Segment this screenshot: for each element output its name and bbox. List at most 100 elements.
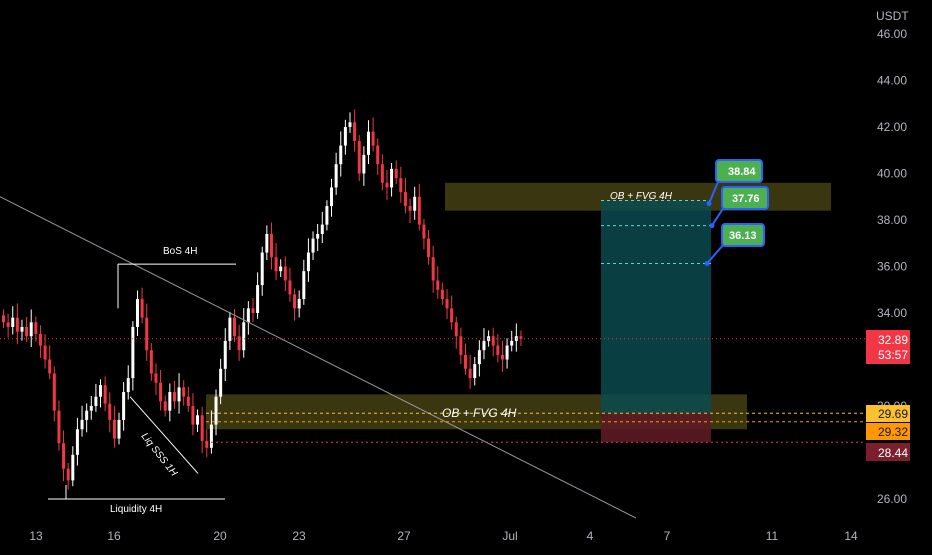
candle-body [339, 145, 343, 165]
candle-body [390, 168, 394, 188]
position-stop-box [601, 413, 711, 443]
candle-body [103, 385, 107, 404]
candle-body [357, 140, 361, 174]
candle-body [159, 382, 163, 402]
target-connector [708, 181, 719, 204]
candle-body [237, 336, 241, 351]
candle-body [413, 196, 417, 211]
y-tick-label: 44.00 [877, 74, 907, 88]
target-connector [706, 243, 725, 265]
candle-body [251, 308, 255, 313]
candle-body [362, 154, 366, 174]
candle-body [75, 429, 79, 455]
currency-label: USDT [876, 9, 909, 23]
y-tick-label: 42.00 [877, 120, 907, 134]
candle-body [306, 252, 310, 272]
candle-body [500, 354, 504, 360]
target-badge-2[interactable]: 37.76 [721, 186, 769, 210]
candle-body [117, 419, 121, 439]
candle-body [473, 364, 477, 379]
candle-body [177, 387, 181, 402]
candle-body [348, 122, 352, 127]
level-a-value: 29.69 [878, 407, 908, 421]
candle-body [62, 443, 66, 469]
candle-body [496, 345, 500, 355]
candle-body [145, 317, 149, 351]
candle-body [454, 322, 458, 337]
candle-body [288, 280, 292, 295]
liquidity-label: Liquidity 4H [110, 504, 162, 515]
candle-body [320, 224, 324, 234]
candle-body [163, 401, 167, 411]
last-price-value: 32.89 [878, 333, 908, 347]
candle-body [2, 315, 5, 323]
candle-body [330, 187, 334, 207]
position-target-box [601, 200, 711, 414]
x-tick-label: 23 [292, 529, 306, 543]
candle-body [94, 396, 98, 406]
x-tick-label: 20 [213, 529, 227, 543]
target-dot [704, 260, 710, 266]
candle-body [417, 196, 421, 225]
target-label-2: 37.76 [732, 193, 760, 205]
x-tick-label: 4 [587, 529, 594, 543]
candle-body [371, 131, 375, 146]
candle-body [34, 322, 38, 334]
candle-body [274, 257, 278, 272]
candle-body [302, 271, 306, 300]
candle-body [403, 192, 407, 207]
candle-body [57, 410, 61, 444]
candle-body [85, 410, 89, 420]
candle-body [450, 308, 454, 323]
candle-body [376, 145, 380, 165]
x-tick-label: 7 [664, 529, 671, 543]
candle-body [25, 326, 29, 337]
y-tick-label: 40.00 [877, 167, 907, 181]
candle-body [325, 206, 329, 225]
x-tick-label: Jul [502, 529, 517, 543]
candle-body [246, 308, 250, 323]
candle-body [468, 368, 472, 379]
target-dot [706, 200, 712, 206]
candle-body [135, 299, 139, 327]
target-badge-1[interactable]: 38.84 [715, 159, 763, 183]
candle-body [445, 299, 449, 309]
candle-body [228, 317, 232, 341]
stop-tag: 28.44 [866, 443, 910, 461]
candle-body [436, 280, 440, 290]
target-badge-3[interactable]: 36.13 [721, 223, 765, 247]
candle-body [182, 387, 186, 397]
candle-body [427, 238, 431, 258]
candle-body [408, 206, 412, 211]
y-tick-label: 46.00 [877, 27, 907, 41]
drawings-layer [0, 181, 866, 519]
candle-body [477, 350, 481, 365]
descending-trendline [0, 196, 637, 519]
candle-body [265, 233, 269, 253]
lower-zone-label: OB + FVG 4H [442, 406, 517, 420]
candle-body [122, 392, 126, 420]
candle-body [66, 468, 70, 481]
y-tick-label: 34.00 [877, 306, 907, 320]
candle-body [394, 168, 398, 179]
target-dot [709, 223, 715, 229]
liq-sss-line [129, 396, 199, 474]
countdown-value: 53:57 [878, 348, 908, 362]
candle-body [316, 233, 320, 239]
candle-body [233, 317, 236, 337]
candle-body [334, 164, 338, 188]
zones-layer [206, 182, 831, 443]
candle-body [154, 373, 158, 383]
candle-body [108, 403, 112, 420]
target-label-3: 36.13 [729, 230, 757, 242]
candle-body [491, 336, 495, 346]
candle-body [200, 415, 204, 441]
candle-body [260, 252, 264, 286]
candle-body [20, 326, 24, 332]
candle-body [482, 340, 486, 351]
liq-sss-label: Liq SSS 1H [139, 431, 180, 479]
candle-body [149, 350, 153, 374]
y-tick-label: 26.00 [877, 492, 907, 506]
